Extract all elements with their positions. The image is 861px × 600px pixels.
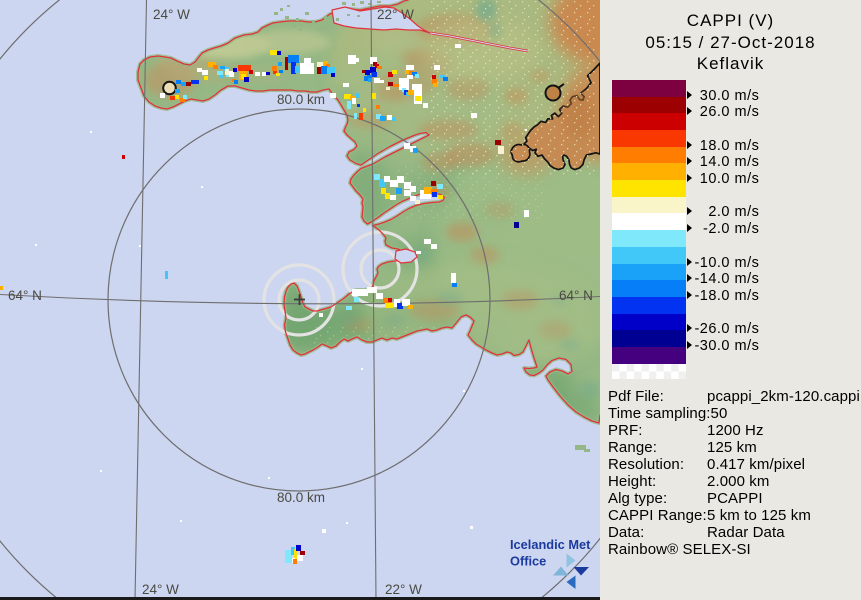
svg-text:64° N: 64° N	[559, 288, 593, 303]
svg-text:24° W: 24° W	[153, 7, 190, 22]
svg-text:80.0 km: 80.0 km	[277, 92, 325, 107]
svg-text:22° W: 22° W	[377, 7, 414, 22]
svg-text:64° N: 64° N	[8, 288, 42, 303]
svg-text:Office: Office	[510, 554, 546, 569]
svg-text:24° W: 24° W	[142, 582, 179, 597]
svg-text:Icelandic Met: Icelandic Met	[510, 537, 591, 552]
svg-text:80.0 km: 80.0 km	[277, 490, 325, 505]
svg-text:22° W: 22° W	[385, 582, 422, 597]
